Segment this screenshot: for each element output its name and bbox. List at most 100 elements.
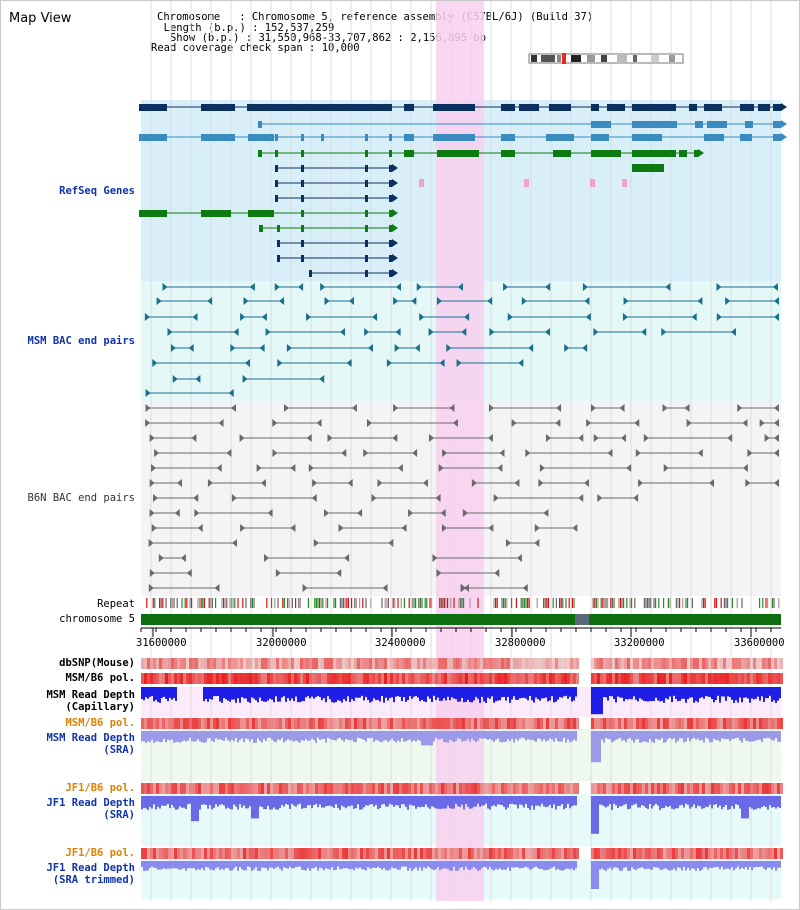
msm-bac-pair-end[interactable] [249, 283, 255, 291]
b6n-bac-pair-end[interactable] [327, 434, 333, 442]
msm-depth-capillary-bar[interactable] [263, 687, 265, 702]
repeat-element[interactable] [600, 598, 602, 608]
repeat-element[interactable] [506, 598, 508, 608]
jf1-depth-trimmed-bar[interactable] [733, 861, 735, 871]
msm-depth-capillary-bar[interactable] [555, 687, 557, 702]
repeat-element[interactable] [320, 598, 322, 608]
msm-b6-pol2-heat[interactable] [159, 718, 162, 729]
jf1-b6-pol2-heat[interactable] [558, 848, 561, 859]
gene-row1-exon[interactable] [758, 104, 770, 111]
msm-b6-pol-heat[interactable] [471, 673, 474, 684]
dbsnp-heat[interactable] [150, 658, 153, 669]
repeat-element[interactable] [339, 598, 341, 608]
msm-bac-pair-end[interactable] [394, 344, 400, 352]
dbsnp-heat[interactable] [657, 658, 660, 669]
label-msm-b6-pol-2[interactable]: MSM/B6 pol. [65, 717, 135, 729]
msm-depth-capillary-bar[interactable] [295, 687, 297, 697]
msm-bac-pair-end[interactable] [545, 283, 551, 291]
jf1-depth-trimmed-bar[interactable] [461, 861, 463, 867]
jf1-depth-trimmed-bar[interactable] [505, 861, 507, 870]
msm-b6-pol-heat[interactable] [498, 673, 501, 684]
msm-depth-sra-bar[interactable] [181, 731, 183, 742]
jf1-depth-sra-bar[interactable] [341, 796, 343, 806]
jf1-depth-sra-bar[interactable] [229, 796, 231, 809]
msm-bac-pair-end[interactable] [240, 313, 246, 321]
msm-depth-capillary-bar[interactable] [333, 687, 335, 703]
msm-b6-pol-heat[interactable] [723, 673, 726, 684]
b6n-bac-pair-end[interactable] [275, 569, 281, 577]
msm-depth-sra-bar[interactable] [559, 731, 561, 742]
jf1-depth-trimmed-bar[interactable] [751, 861, 753, 871]
jf1-depth-trimmed-bar[interactable] [679, 861, 681, 869]
msm-b6-pol2-heat[interactable] [429, 718, 432, 729]
msm-b6-pol2-heat[interactable] [675, 718, 678, 729]
msm-depth-sra-bar[interactable] [671, 731, 673, 740]
msm-depth-sra-bar[interactable] [401, 731, 403, 739]
jf1-depth-sra-bar[interactable] [171, 796, 173, 805]
msm-b6-pol-heat[interactable] [261, 673, 264, 684]
msm-depth-sra-bar[interactable] [141, 731, 143, 742]
jf1-b6-pol-heat[interactable] [468, 783, 471, 794]
msm-b6-pol2-heat[interactable] [486, 718, 489, 729]
msm-depth-sra-bar[interactable] [593, 731, 595, 763]
b6n-bac-pair-end[interactable] [488, 404, 494, 412]
msm-b6-pol-heat[interactable] [744, 673, 747, 684]
jf1-depth-sra-bar[interactable] [761, 796, 763, 808]
jf1-b6-pol2-heat[interactable] [735, 848, 738, 859]
msm-depth-sra-bar[interactable] [719, 731, 721, 742]
b6n-bac-pair-end[interactable] [311, 494, 317, 502]
msm-depth-sra-bar[interactable] [201, 731, 203, 743]
msm-depth-sra-bar[interactable] [657, 731, 659, 740]
jf1-depth-sra-bar[interactable] [537, 796, 539, 806]
msm-b6-pol-heat[interactable] [447, 673, 450, 684]
msm-bac-pair-end[interactable] [298, 283, 304, 291]
jf1-depth-trimmed-bar[interactable] [765, 861, 767, 870]
msm-depth-sra-bar[interactable] [329, 731, 331, 740]
jf1-depth-trimmed-bar[interactable] [457, 861, 459, 871]
gene-row12-exon[interactable] [309, 270, 312, 277]
b6n-bac-pair-end[interactable] [626, 464, 632, 472]
repeat-element[interactable] [677, 598, 679, 608]
repeat-element[interactable] [597, 598, 599, 608]
msm-b6-pol2-heat[interactable] [378, 718, 381, 729]
jf1-depth-sra-bar[interactable] [225, 796, 227, 809]
jf1-b6-pol2-heat[interactable] [771, 848, 774, 859]
msm-b6-pol2-heat[interactable] [480, 718, 483, 729]
repeat-element[interactable] [411, 598, 413, 608]
msm-depth-sra-bar[interactable] [403, 731, 405, 742]
repeat-element[interactable] [189, 598, 191, 608]
gene-row1-strand-arrow[interactable] [781, 103, 787, 111]
msm-b6-pol-heat[interactable] [609, 673, 612, 684]
gene-row2-exon[interactable] [591, 121, 611, 128]
msm-b6-pol2-heat[interactable] [246, 718, 249, 729]
msm-depth-capillary-bar[interactable] [379, 687, 381, 702]
jf1-b6-pol2-heat[interactable] [732, 848, 735, 859]
dbsnp-heat[interactable] [372, 658, 375, 669]
jf1-b6-pol-heat[interactable] [576, 783, 579, 794]
msm-depth-capillary-bar[interactable] [729, 687, 731, 698]
jf1-depth-sra-bar[interactable] [259, 796, 261, 807]
msm-depth-capillary-bar[interactable] [537, 687, 539, 700]
msm-bac-pair-end[interactable] [716, 313, 722, 321]
gene-row4-exon[interactable] [275, 150, 278, 157]
jf1-b6-pol-heat[interactable] [648, 783, 651, 794]
msm-b6-pol-heat[interactable] [495, 673, 498, 684]
jf1-depth-sra-bar[interactable] [499, 796, 501, 805]
msm-depth-sra-bar[interactable] [563, 731, 565, 738]
dbsnp-heat[interactable] [729, 658, 732, 669]
repeat-element[interactable] [527, 598, 529, 608]
msm-depth-capillary-bar[interactable] [175, 687, 177, 701]
jf1-depth-sra-bar[interactable] [153, 796, 155, 805]
jf1-b6-pol-heat[interactable] [606, 783, 609, 794]
jf1-b6-pol-heat[interactable] [531, 783, 534, 794]
msm-depth-capillary-bar[interactable] [667, 687, 669, 700]
jf1-depth-trimmed-bar[interactable] [597, 861, 599, 889]
msm-depth-sra-bar[interactable] [217, 731, 219, 740]
repeat-element[interactable] [445, 598, 447, 608]
jf1-depth-trimmed-bar[interactable] [463, 861, 465, 870]
msm-depth-sra-bar[interactable] [661, 731, 663, 739]
jf1-b6-pol2-heat[interactable] [726, 848, 729, 859]
jf1-b6-pol-heat[interactable] [393, 783, 396, 794]
jf1-depth-sra-bar[interactable] [757, 796, 759, 808]
msm-b6-pol-heat[interactable] [654, 673, 657, 684]
